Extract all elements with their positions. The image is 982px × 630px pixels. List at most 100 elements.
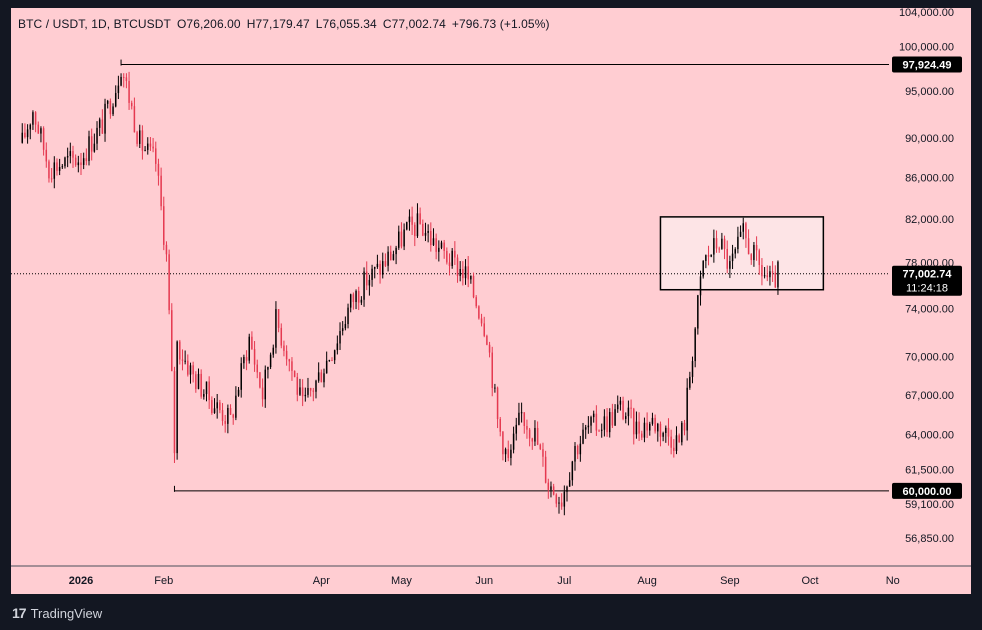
candle-body[interactable]	[80, 162, 82, 165]
tradingview-logo[interactable]: 17 TradingView	[12, 604, 102, 622]
candle-body[interactable]	[179, 341, 181, 360]
candle-body[interactable]	[491, 352, 493, 388]
candle-body[interactable]	[502, 431, 504, 455]
candle-body[interactable]	[721, 238, 723, 249]
candle-body[interactable]	[296, 376, 299, 395]
candle-body[interactable]	[341, 328, 344, 332]
candle-body[interactable]	[697, 295, 699, 329]
candle-body[interactable]	[579, 443, 582, 455]
candle-body[interactable]	[734, 249, 736, 254]
candle-body[interactable]	[365, 271, 368, 286]
candle-body[interactable]	[606, 416, 608, 433]
candle-body[interactable]	[665, 427, 667, 433]
candle-body[interactable]	[558, 502, 560, 504]
candle-body[interactable]	[74, 157, 77, 166]
candle-body[interactable]	[243, 357, 245, 364]
candle-body[interactable]	[104, 103, 106, 134]
candle-body[interactable]	[138, 130, 141, 144]
candle-body[interactable]	[299, 387, 301, 395]
candle-body[interactable]	[470, 275, 472, 280]
candle-body[interactable]	[269, 354, 272, 368]
candle-body[interactable]	[61, 166, 64, 168]
candle-body[interactable]	[571, 461, 574, 481]
candle-body[interactable]	[114, 93, 117, 107]
candle-body[interactable]	[373, 267, 376, 269]
candle-body[interactable]	[392, 254, 395, 261]
candle-body[interactable]	[122, 76, 125, 78]
candle-body[interactable]	[109, 100, 112, 115]
candle-body[interactable]	[769, 271, 771, 278]
candle-body[interactable]	[419, 213, 421, 224]
candle-body[interactable]	[451, 250, 453, 266]
candle-body[interactable]	[563, 491, 566, 507]
candle-body[interactable]	[582, 429, 584, 444]
candle-body[interactable]	[753, 244, 755, 261]
candle-body[interactable]	[21, 132, 24, 143]
candle-body[interactable]	[499, 419, 501, 432]
candle-body[interactable]	[726, 248, 728, 269]
candle-body[interactable]	[195, 374, 197, 389]
candle-body[interactable]	[590, 417, 592, 426]
candle-body[interactable]	[496, 387, 499, 420]
candle-body[interactable]	[248, 336, 250, 361]
candle-body[interactable]	[304, 394, 307, 397]
candle-body[interactable]	[395, 247, 397, 255]
candle-body[interactable]	[678, 435, 680, 443]
candle-body[interactable]	[686, 387, 688, 431]
candle-body[interactable]	[133, 106, 136, 133]
candle-body[interactable]	[494, 387, 496, 389]
candle-body[interactable]	[702, 260, 704, 277]
candle-body[interactable]	[587, 425, 590, 428]
candle-body[interactable]	[277, 309, 280, 328]
candle-body[interactable]	[24, 132, 26, 138]
candle-body[interactable]	[483, 323, 485, 336]
candle-body[interactable]	[291, 361, 293, 371]
candle-body[interactable]	[261, 387, 264, 400]
candle-body[interactable]	[766, 275, 769, 278]
candle-body[interactable]	[155, 148, 157, 164]
candle-body[interactable]	[216, 402, 218, 409]
candle-body[interactable]	[416, 213, 419, 237]
candle-body[interactable]	[301, 387, 304, 397]
candle-body[interactable]	[232, 414, 234, 418]
candle-body[interactable]	[42, 128, 45, 150]
candle-body[interactable]	[221, 410, 224, 421]
candle-body[interactable]	[125, 77, 128, 82]
candle-body[interactable]	[147, 143, 149, 150]
candle-body[interactable]	[592, 413, 595, 418]
candle-body[interactable]	[486, 335, 488, 345]
candle-body[interactable]	[670, 436, 672, 448]
candle-body[interactable]	[523, 412, 526, 426]
candle-body[interactable]	[272, 347, 275, 355]
candle-body[interactable]	[309, 387, 312, 391]
candle-body[interactable]	[430, 231, 432, 246]
candle-body[interactable]	[446, 250, 448, 263]
candle-body[interactable]	[771, 271, 774, 273]
candle-body[interactable]	[651, 417, 654, 424]
candle-body[interactable]	[197, 373, 200, 389]
candle-body[interactable]	[555, 494, 558, 504]
candle-body[interactable]	[459, 269, 461, 276]
candle-body[interactable]	[574, 445, 576, 462]
candle-body[interactable]	[552, 486, 555, 495]
candle-body[interactable]	[149, 143, 152, 147]
candle-body[interactable]	[189, 365, 192, 375]
candle-body[interactable]	[488, 344, 491, 353]
candle-body[interactable]	[603, 416, 606, 430]
candle-body[interactable]	[657, 423, 659, 432]
candle-body[interactable]	[117, 85, 120, 94]
candle-body[interactable]	[50, 178, 53, 180]
candle-body[interactable]	[163, 206, 165, 245]
candle-body[interactable]	[112, 106, 114, 115]
candle-body[interactable]	[504, 449, 507, 455]
candle-body[interactable]	[331, 360, 333, 362]
candle-body[interactable]	[641, 433, 643, 438]
candle-body[interactable]	[333, 350, 336, 361]
candle-body[interactable]	[568, 480, 571, 487]
candle-body[interactable]	[237, 389, 240, 396]
candle-body[interactable]	[349, 294, 352, 308]
candle-body[interactable]	[357, 290, 360, 303]
symbol-label[interactable]: BTC / USDT, 1D, BTCUSDT	[18, 17, 171, 31]
candle-body[interactable]	[192, 365, 194, 375]
candle-body[interactable]	[387, 251, 389, 266]
